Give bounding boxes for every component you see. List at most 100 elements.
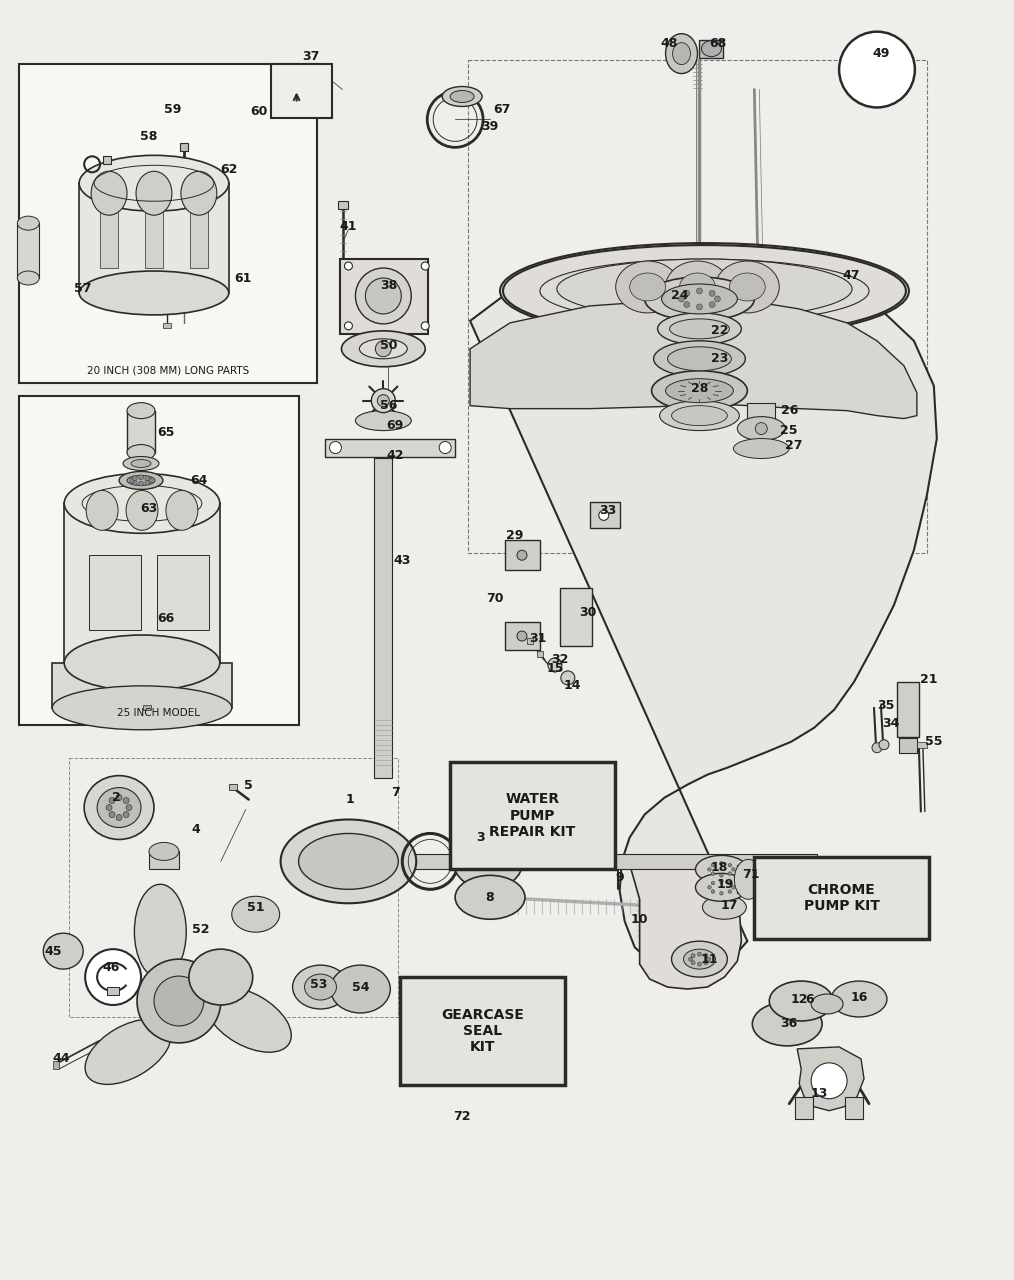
Ellipse shape (136, 172, 172, 215)
Text: 11: 11 (701, 952, 718, 965)
Text: 31: 31 (529, 631, 547, 645)
Circle shape (711, 890, 715, 893)
Text: 36: 36 (781, 1018, 798, 1030)
Circle shape (145, 476, 150, 481)
Bar (700, 40, 723, 58)
Circle shape (692, 954, 696, 957)
Text: 68: 68 (709, 37, 726, 50)
Circle shape (683, 291, 690, 296)
Circle shape (698, 952, 702, 956)
Circle shape (345, 321, 353, 330)
Ellipse shape (702, 41, 721, 56)
Circle shape (377, 394, 389, 407)
Bar (374, 458, 392, 778)
Ellipse shape (734, 859, 763, 900)
Ellipse shape (696, 855, 747, 883)
Circle shape (116, 814, 122, 820)
Circle shape (731, 886, 735, 890)
Text: 70: 70 (487, 591, 504, 604)
Bar (229, 783, 236, 790)
Ellipse shape (737, 416, 785, 440)
Text: 38: 38 (379, 279, 396, 292)
Ellipse shape (661, 284, 737, 314)
Bar (899, 737, 917, 753)
Text: WATER
PUMP
REPAIR KIT: WATER PUMP REPAIR KIT (490, 792, 576, 838)
Circle shape (683, 302, 690, 307)
Bar (157, 556, 209, 630)
Ellipse shape (658, 312, 741, 344)
Ellipse shape (17, 216, 40, 230)
Text: 4: 4 (192, 823, 200, 836)
Text: 14: 14 (563, 680, 581, 692)
Text: 23: 23 (711, 352, 728, 365)
Text: 7: 7 (391, 786, 400, 799)
Text: 60: 60 (250, 105, 268, 118)
Ellipse shape (126, 490, 158, 530)
Circle shape (421, 321, 429, 330)
Circle shape (439, 442, 451, 453)
Text: 39: 39 (482, 120, 499, 133)
Circle shape (720, 861, 723, 865)
Bar (349, 855, 817, 869)
Bar (339, 201, 349, 209)
Text: 15: 15 (547, 663, 564, 676)
Bar (325, 439, 455, 457)
Circle shape (517, 550, 527, 561)
Ellipse shape (119, 471, 163, 489)
Circle shape (708, 886, 711, 890)
Text: 56: 56 (379, 399, 397, 412)
Text: 58: 58 (140, 129, 157, 143)
Circle shape (130, 477, 135, 483)
Ellipse shape (733, 439, 789, 458)
Text: 55: 55 (925, 735, 943, 749)
Text: 3: 3 (476, 831, 485, 844)
Bar (19, 64, 316, 383)
Circle shape (728, 863, 732, 867)
Circle shape (132, 476, 137, 481)
Circle shape (110, 797, 115, 804)
Polygon shape (470, 262, 937, 974)
Circle shape (517, 631, 527, 641)
Text: 2: 2 (112, 791, 121, 804)
Bar (676, 348, 722, 367)
Ellipse shape (135, 884, 187, 979)
Ellipse shape (91, 172, 127, 215)
Circle shape (106, 805, 113, 810)
Bar (795, 1097, 813, 1119)
Circle shape (709, 302, 715, 307)
Ellipse shape (154, 977, 204, 1027)
Ellipse shape (17, 271, 40, 285)
Ellipse shape (672, 42, 691, 64)
Circle shape (371, 389, 395, 412)
Bar (19, 396, 298, 724)
Bar (190, 193, 208, 268)
Text: 37: 37 (302, 50, 319, 63)
Bar (560, 588, 592, 646)
Ellipse shape (696, 873, 747, 901)
Bar (89, 556, 141, 630)
Bar (179, 143, 188, 151)
Circle shape (840, 32, 915, 108)
Text: 42: 42 (386, 449, 404, 462)
Circle shape (698, 963, 702, 966)
Ellipse shape (659, 401, 739, 430)
Bar (143, 705, 151, 710)
Text: 65: 65 (157, 426, 174, 439)
Text: 57: 57 (74, 283, 92, 296)
Text: 47: 47 (843, 270, 860, 283)
Text: 19: 19 (717, 878, 734, 891)
Bar (845, 1097, 863, 1119)
Ellipse shape (442, 87, 482, 106)
Ellipse shape (615, 261, 679, 312)
Bar (53, 663, 232, 708)
Text: 71: 71 (742, 868, 760, 881)
Ellipse shape (205, 987, 291, 1052)
Ellipse shape (671, 406, 727, 425)
Bar (145, 193, 163, 268)
Ellipse shape (539, 259, 869, 323)
Ellipse shape (654, 340, 745, 376)
Bar (17, 223, 40, 278)
Circle shape (879, 740, 889, 750)
Circle shape (731, 868, 735, 872)
Bar (537, 652, 542, 657)
